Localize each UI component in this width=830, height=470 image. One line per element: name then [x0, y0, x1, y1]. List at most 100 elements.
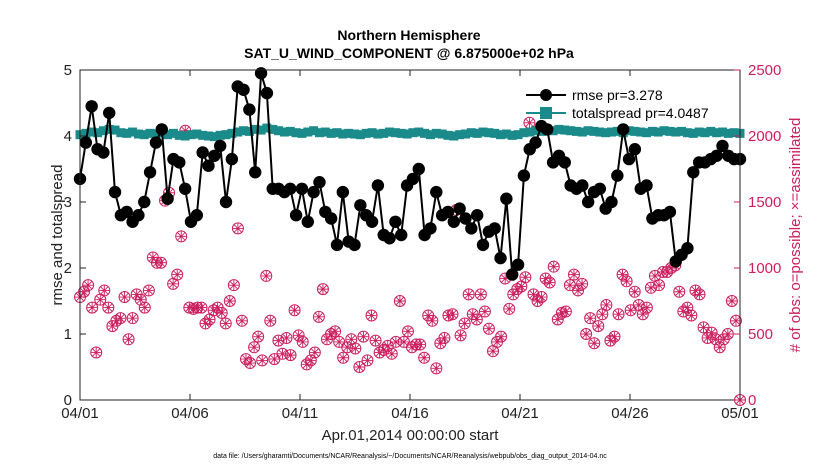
rmse-point: [622, 152, 636, 166]
rmse-point: [178, 182, 192, 195]
rmse-point: [441, 205, 455, 219]
obs-possible-circle: [426, 314, 439, 327]
obs-assimilated-cross: [119, 292, 130, 303]
obs-assimilated-cross: [435, 338, 446, 349]
obs-assimilated-cross: [180, 125, 191, 136]
rmse-point: [354, 199, 367, 212]
obs-possible-circle: [102, 301, 115, 314]
obs-marker: [681, 301, 694, 314]
obs-marker: [341, 341, 354, 354]
spread-point: [93, 128, 103, 138]
legend-rmse-label: rmse pr=3.278: [572, 87, 663, 103]
y-axis-label: rmse and totalspread: [49, 165, 66, 306]
obs-marker: [446, 308, 459, 321]
obs-assimilated-cross: [83, 280, 94, 291]
obs-assimilated-cross: [544, 277, 555, 288]
obs-marker: [559, 305, 572, 318]
obs-marker: [333, 335, 346, 348]
obs-marker: [223, 295, 236, 307]
obs-assimilated-cross: [447, 309, 458, 320]
x-tick-label: 04/06: [171, 405, 209, 422]
rmse-point: [313, 176, 326, 189]
x-tick-label: 05/01: [721, 405, 759, 422]
obs-marker: [78, 285, 91, 298]
obs-marker: [227, 279, 240, 292]
spread-point: [647, 126, 657, 136]
obs-marker: [329, 325, 342, 338]
obs-possible-circle: [385, 347, 398, 360]
spread-point: [151, 129, 161, 139]
obs-assimilated-cross: [305, 355, 316, 366]
spread-point: [291, 128, 301, 138]
obs-assimilated-cross: [269, 354, 280, 365]
y-axis-ticks: 0 1 2 3 4 5: [64, 62, 86, 409]
obs-assimilated-cross: [176, 231, 187, 242]
obs-assimilated-cross: [354, 362, 365, 372]
obs-possible-circle: [280, 331, 293, 344]
spread-point: [244, 126, 254, 136]
spread-point: [420, 128, 430, 138]
rmse-point: [289, 209, 303, 222]
obs-assimilated-cross: [232, 223, 243, 234]
obs-marker: [474, 288, 487, 301]
obs-marker: [304, 354, 317, 367]
spread-point: [168, 128, 178, 138]
obs-possible-circle: [288, 304, 301, 317]
obs-marker: [365, 309, 378, 322]
obs-possible-circle: [248, 341, 261, 354]
spread-point: [408, 128, 418, 138]
obs-assimilated-cross: [338, 352, 349, 363]
y-right-tick-label: 1500: [748, 194, 781, 211]
obs-assimilated-cross: [560, 306, 571, 317]
spread-point: [332, 128, 342, 138]
rmse-point: [143, 166, 157, 179]
obs-assimilated-cross: [500, 273, 511, 284]
obs-marker: [337, 351, 350, 364]
obs-possible-circle: [616, 268, 629, 281]
spread-point: [466, 128, 476, 138]
rmse-point: [365, 215, 379, 228]
rmse-point: [213, 139, 227, 153]
obs-markers: [74, 116, 746, 406]
obs-marker: [292, 329, 305, 342]
obs-marker: [458, 317, 471, 330]
obs-marker: [134, 293, 147, 306]
obs-marker: [98, 284, 111, 297]
spread-point: [320, 127, 330, 137]
spread-point: [583, 126, 593, 136]
obs-assimilated-cross: [621, 276, 632, 287]
rmse-point: [383, 232, 396, 245]
rmse-point: [459, 212, 472, 225]
spread-point: [706, 126, 716, 136]
obs-possible-circle: [588, 337, 601, 350]
obs-possible-circle: [381, 339, 394, 352]
obs-assimilated-cross: [698, 322, 709, 333]
obs-possible-circle: [312, 310, 325, 323]
obs-marker: [547, 260, 560, 273]
spread-point: [700, 128, 710, 138]
obs-possible-circle: [134, 293, 147, 306]
obs-assimilated-cross: [415, 339, 426, 350]
spread-point: [145, 128, 155, 138]
obs-possible-circle: [681, 301, 694, 314]
spread-point: [671, 127, 681, 137]
spread-point: [513, 130, 523, 140]
spread-point: [484, 128, 494, 138]
y-right-tick-label: 1000: [748, 260, 781, 277]
obs-assimilated-cross: [601, 299, 612, 310]
obs-assimilated-cross: [552, 314, 563, 325]
obs-possible-circle: [693, 288, 706, 301]
obs-assimilated-cross: [362, 355, 373, 366]
obs-possible-circle: [725, 295, 738, 307]
spread-point: [81, 128, 91, 138]
rmse-point: [412, 162, 425, 176]
rmse-point: [605, 195, 618, 209]
obs-possible-circle: [114, 312, 127, 325]
obs-marker: [535, 291, 548, 304]
obs-assimilated-cross: [115, 313, 126, 324]
spread-point: [414, 127, 424, 137]
spread-point: [630, 126, 640, 136]
obs-assimilated-cross: [245, 358, 256, 369]
rmse-point: [593, 182, 607, 195]
rmse-point: [97, 146, 110, 159]
